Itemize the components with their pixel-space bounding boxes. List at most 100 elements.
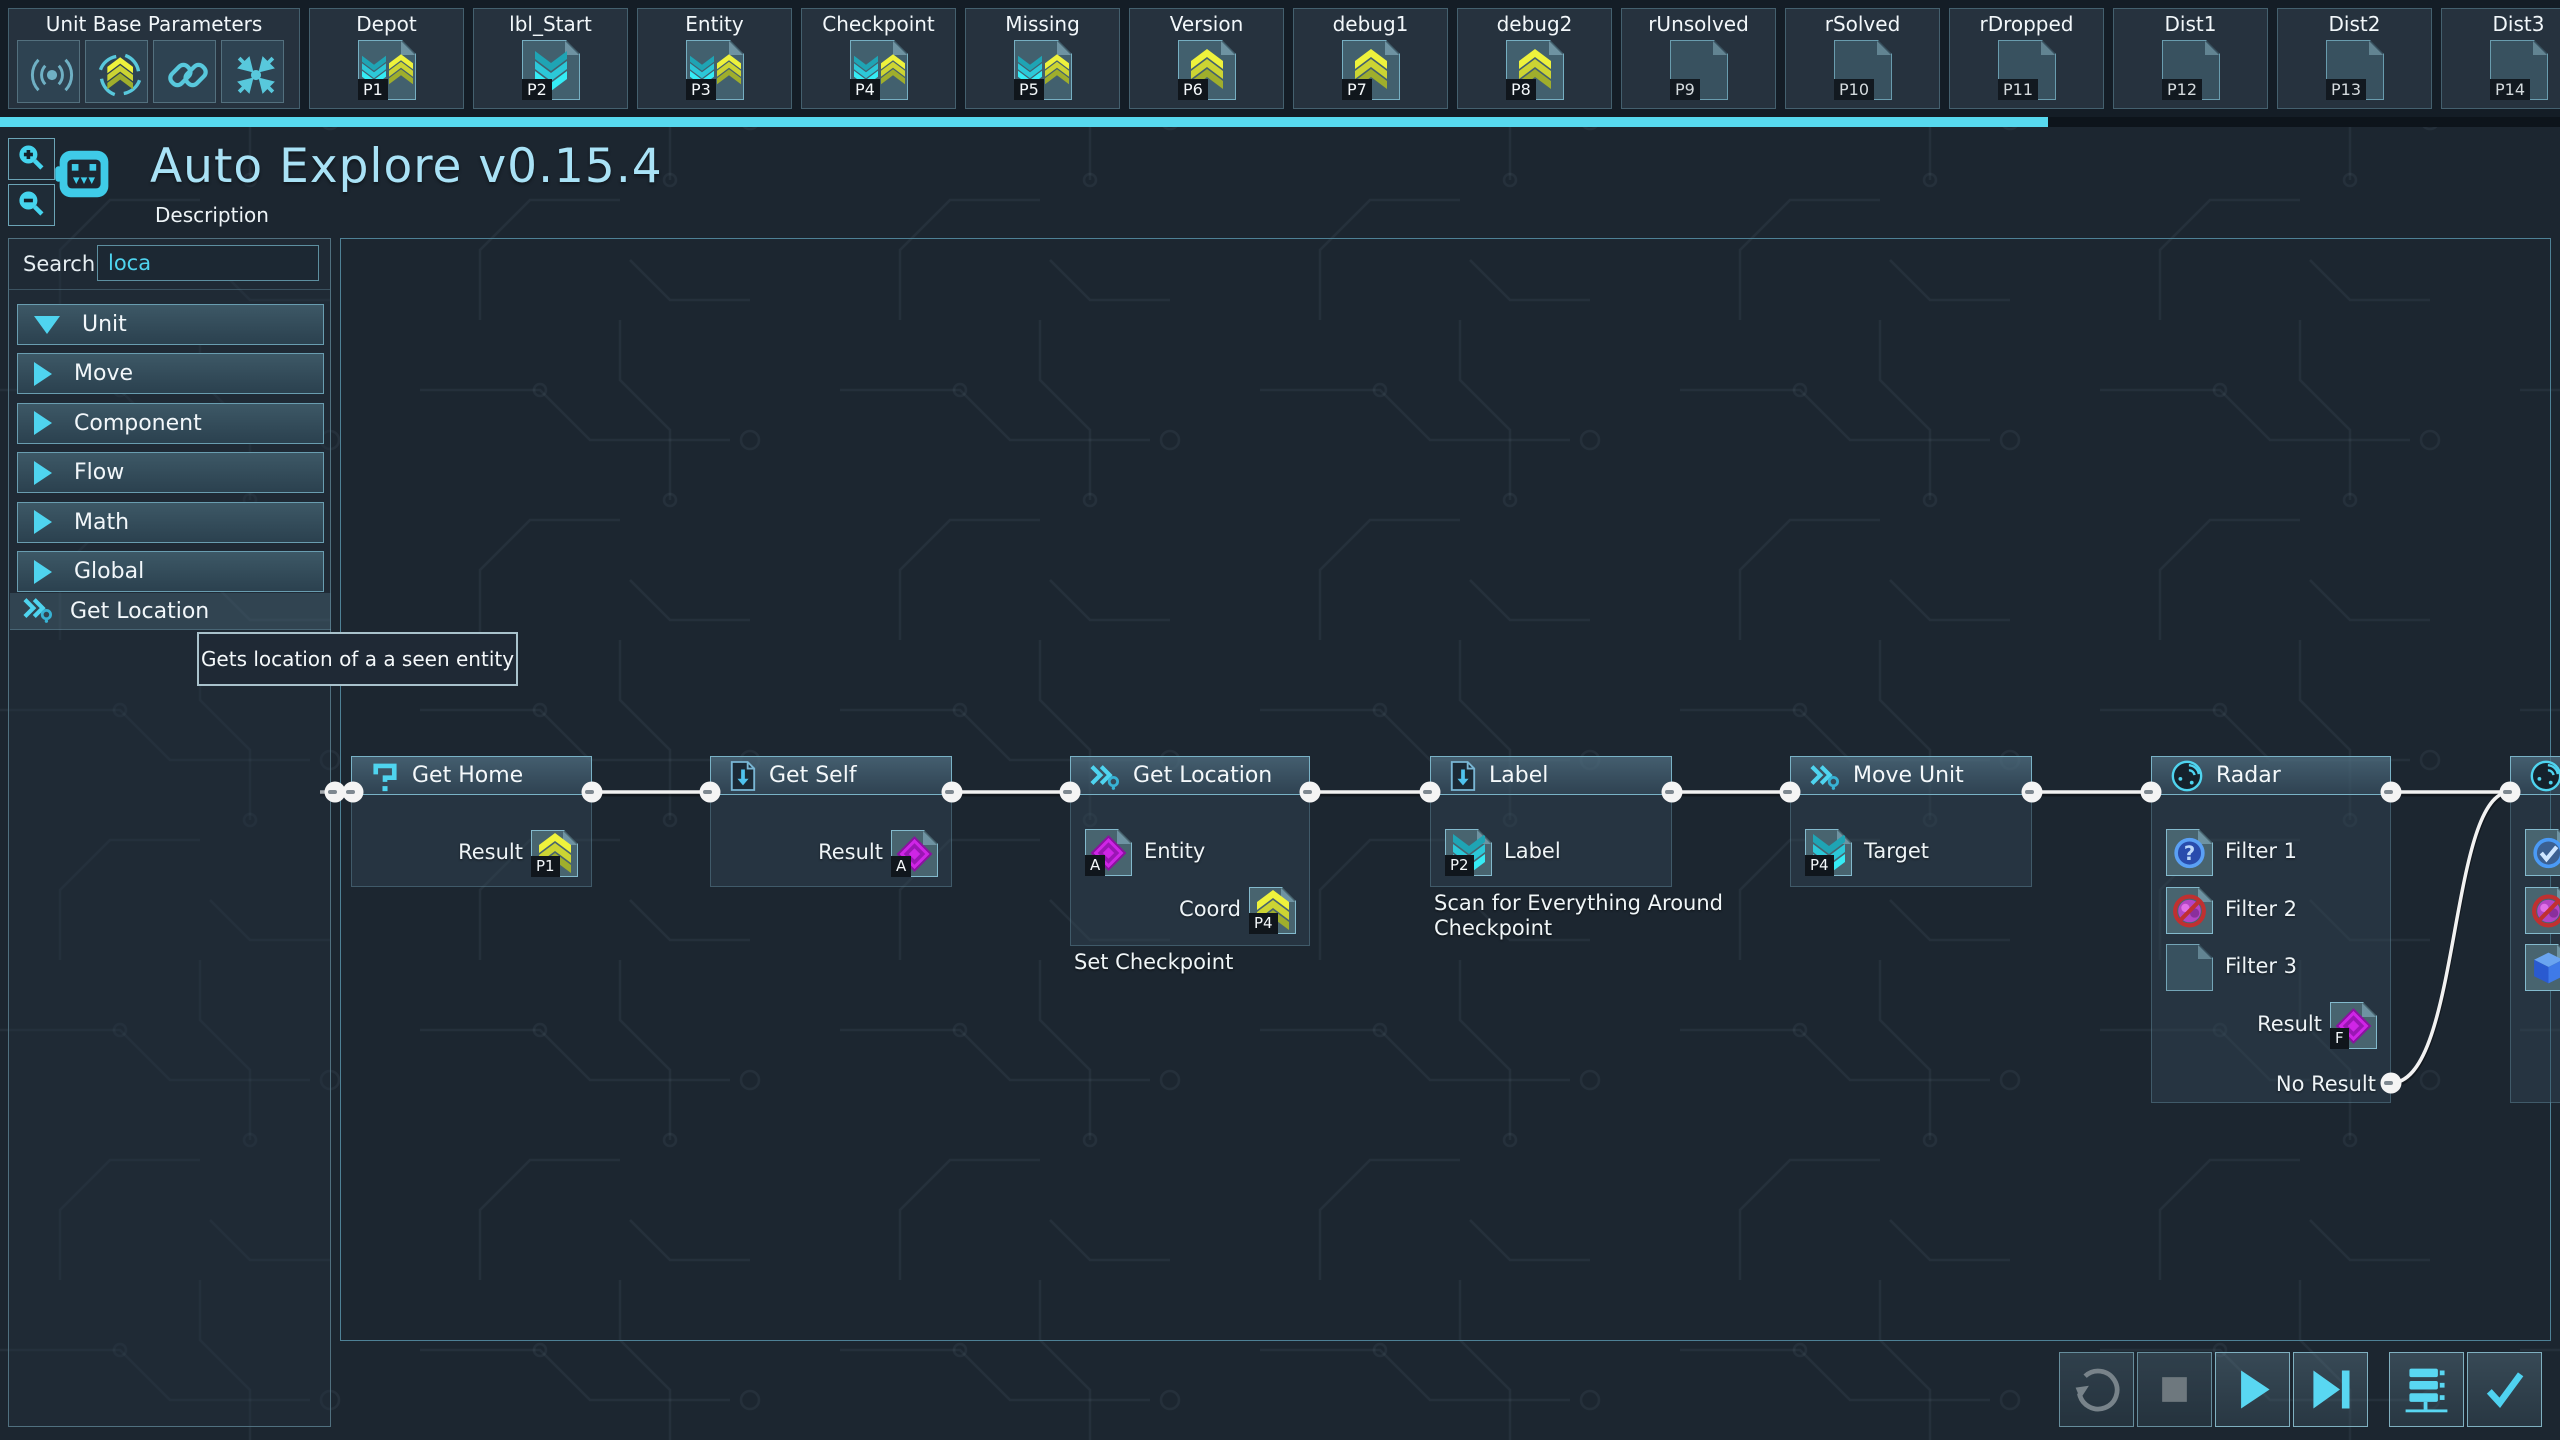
param-slot-P3[interactable]: Entity P3 [637,8,792,109]
play-button[interactable] [2215,1352,2290,1427]
node-header[interactable]: Move Unit [1790,756,2032,795]
param-button[interactable] [153,40,216,103]
param-slot-P10[interactable]: rSolved P10 [1785,8,1940,109]
node-header[interactable]: Get Self [710,756,952,795]
register-tile[interactable]: A [1085,829,1132,876]
register-tile[interactable] [2166,944,2213,991]
slot-title: debug1 [1332,12,1409,36]
zoom-out-button[interactable] [8,184,55,226]
node-header[interactable]: Label [1430,756,1672,795]
param-button[interactable] [85,40,148,103]
registers-button[interactable] [2389,1352,2464,1427]
category-move[interactable]: Move [17,353,324,395]
register-tag: P13 [2326,79,2366,100]
reset-button[interactable] [2059,1352,2134,1427]
step-button[interactable] [2293,1352,2368,1427]
page-down-icon [720,760,757,792]
instruction-sidebar: Search: UnitMoveComponentFlowMathGlobal … [8,238,331,1427]
register-tile[interactable]: P2 [1445,829,1492,876]
slot-register-tile[interactable]: P4 [850,40,908,100]
search-label: Search: [23,252,103,276]
register-tag: P2 [1445,855,1474,876]
slot-register-tile[interactable]: P9 [1670,40,1728,100]
slot-title: rDropped [1979,12,2074,36]
register-value-icon [2530,892,2560,929]
chevron-right-icon [34,460,52,485]
register-tile[interactable]: P4 [1805,829,1852,876]
node-header[interactable]: Radar [2151,756,2391,795]
node-header[interactable]: Get Home [351,756,592,795]
register-tile[interactable] [2525,829,2560,876]
node-get-home[interactable]: Get Home P1 Result [351,756,592,887]
category-component[interactable]: Component [17,402,324,444]
svg-text:?: ? [2184,842,2195,865]
param-slot-P6[interactable]: Version P6 [1129,8,1284,109]
behavior-robot-icon [53,146,115,206]
param-slot-P4[interactable]: Checkpoint P4 [801,8,956,109]
register-tag: A [1085,855,1105,876]
param-slot-P14[interactable]: Dist3 P14 [2441,8,2560,109]
node-radar[interactable]: Radar? Filter 1 Filter 2 Filter 3 F Result No … [2151,756,2391,1103]
param-slot-P1[interactable]: Depot P1 [309,8,464,109]
register-value-icon [2171,949,2208,986]
register-label: Filter 1 [2225,839,2298,863]
register-tile[interactable] [2525,887,2560,934]
register-label: Result [818,840,883,864]
tooltip: Gets location of a a seen entity [197,632,518,686]
node-get-location[interactable]: Get Location A Entity P4 Coord [1070,756,1310,946]
slot-register-tile[interactable]: P5 [1014,40,1072,100]
param-slot-P9[interactable]: rUnsolved P9 [1621,8,1776,109]
register-tile[interactable]: P4 [1249,887,1296,934]
node-header[interactable] [2510,756,2560,795]
category-unit[interactable]: Unit [17,304,324,345]
param-button[interactable] [221,40,284,103]
slot-register-tile[interactable]: P8 [1506,40,1564,100]
register-tile[interactable]: ? [2166,829,2213,876]
register-tile[interactable] [2525,944,2560,991]
param-slot-P2[interactable]: lbl_Start P2 [473,8,628,109]
slot-register-tile[interactable]: P11 [1998,40,2056,100]
zoom-in-button[interactable] [8,138,55,180]
category-flow[interactable]: Flow [17,452,324,494]
param-slot-P7[interactable]: debug1 P7 [1293,8,1448,109]
slot-register-tile[interactable]: P3 [686,40,744,100]
node-label[interactable]: Label P2 Label [1430,756,1672,887]
register-tile[interactable]: F [2330,1002,2377,1049]
link-icon [157,44,212,99]
slot-register-tile[interactable]: P14 [2490,40,2548,100]
param-slot-P5[interactable]: Missing P5 [965,8,1120,109]
question-icon [361,760,400,792]
param-slot-P8[interactable]: debug2 P8 [1457,8,1612,109]
register-tile[interactable]: P1 [531,830,578,877]
param-button[interactable] [17,40,80,103]
register-tag: P10 [1834,79,1874,100]
node-title: Get Self [769,763,857,788]
slot-register-tile[interactable]: P12 [2162,40,2220,100]
node-move-unit[interactable]: Move Unit P4 Target [1790,756,2032,887]
page-title: Auto Explore v0.15.4 [150,139,663,194]
category-global[interactable]: Global [17,551,324,592]
confirm-button[interactable] [2467,1352,2542,1427]
slot-title: rSolved [1824,12,1901,36]
node-header[interactable]: Get Location [1070,756,1310,795]
description-label[interactable]: Description [155,203,269,227]
slot-register-tile[interactable]: P10 [1834,40,1892,100]
slot-register-tile[interactable]: P1 [358,40,416,100]
register-tag: P3 [686,79,716,100]
category-math[interactable]: Math [17,501,324,543]
slot-register-tile[interactable]: P6 [1178,40,1236,100]
register-tile[interactable] [2166,887,2213,934]
param-slot-P13[interactable]: Dist2 P13 [2277,8,2432,109]
param-slot-P11[interactable]: rDropped P11 [1949,8,2104,109]
node-get-self[interactable]: Get Self A Result [710,756,952,887]
register-tile[interactable]: A [891,830,938,877]
register-tag: F [2330,1028,2349,1049]
param-slot-P12[interactable]: Dist1 P12 [2113,8,2268,109]
slot-register-tile[interactable]: P7 [1342,40,1400,100]
node-partial[interactable] [2510,756,2560,1103]
search-input[interactable] [97,245,319,281]
slot-register-tile[interactable]: P2 [522,40,580,100]
slot-register-tile[interactable]: P13 [2326,40,2384,100]
search-result-get-location[interactable]: Get Location [10,593,331,630]
stop-button[interactable] [2137,1352,2212,1427]
